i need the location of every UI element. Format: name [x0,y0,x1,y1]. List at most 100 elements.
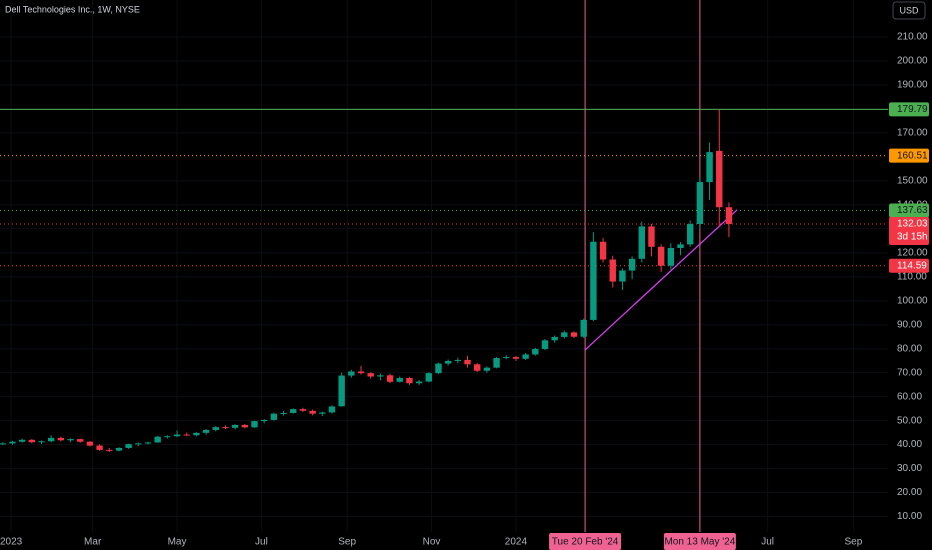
candle-body [77,439,84,442]
candle-body [377,375,384,377]
x-tick-label: 2023 [0,537,23,548]
candle-body [57,437,65,441]
candle-body [706,152,713,183]
candle-body [464,359,471,365]
chart-title: Dell Technologies Inc., 1W, NYSE [5,4,140,14]
candle-body [667,247,675,266]
x-tick-label: Jul [255,537,268,548]
candle-body [38,441,45,443]
price-label-box [889,102,929,117]
candle-body [687,224,694,245]
x-tick-label: Sep [338,537,356,548]
candle-body [86,441,94,446]
y-tick-label: 70.00 [897,367,922,378]
candle-body [222,427,229,429]
y-tick-label: 50.00 [897,415,922,426]
marker-label: Mon 13 May '24 [664,537,735,548]
candle-body [135,443,142,445]
candle-body [551,336,558,341]
candle-body [28,439,36,443]
candle-body [386,375,394,382]
candle-body [570,332,578,337]
trendline [584,209,738,351]
candle-body [425,373,432,382]
y-tick-label: 200.00 [897,56,928,67]
candle-body [241,424,249,428]
y-tick-label: 110.00 [897,271,927,282]
candle-body [193,432,200,436]
candle-body [406,377,413,384]
candle-body [619,270,626,282]
candle-body [532,348,539,355]
candle-body [154,436,161,443]
candle-body [677,244,684,248]
candle-body [396,377,403,382]
candle-body [483,367,491,371]
candle-body [47,437,55,442]
y-tick-label: 40.00 [897,439,922,450]
price-label: 179.79 [897,104,928,115]
candle-body [696,182,704,225]
candle-body [725,207,733,224]
price-label: 160.51 [897,150,928,161]
marker-label-box [549,533,622,550]
candle-body [0,443,6,445]
candle-body [648,226,655,247]
candle-body [473,364,481,371]
y-tick-label: 170.00 [897,128,928,139]
currency-button[interactable] [892,1,926,20]
candle-body [638,226,645,259]
marker-label: Tue 20 Feb '24 [552,537,619,548]
price-label: 114.59 [897,260,927,271]
candle-body [444,360,452,364]
price-label: 137.63 [897,205,928,216]
candle-body [260,419,268,422]
x-tick-label: Sep [845,537,863,548]
candle-body [493,358,500,368]
y-tick-label: 60.00 [897,391,922,402]
candle-body [522,354,529,359]
candle-body [309,410,316,414]
candle-body [348,371,355,376]
candle-body [96,445,103,450]
y-tick-label: 100.00 [897,295,928,306]
candle-body [299,409,307,411]
candle-body [328,406,336,413]
x-tick-label: Jul [761,537,774,548]
price-label-box [889,203,929,218]
candle-body [251,421,258,428]
y-tick-label: 190.00 [897,80,928,91]
candle-body [503,357,510,359]
candle-body [609,259,616,282]
candle-body [280,412,287,414]
y-tick-label: 120.00 [897,247,928,258]
candle-body [580,319,587,337]
candle-body [338,375,345,407]
y-tick-label: 30.00 [897,463,922,474]
candle-body [173,434,181,437]
y-tick-label: 10.00 [897,511,922,522]
candle-body [290,409,297,413]
y-tick-label: 20.00 [897,487,922,498]
y-tick-label: 80.00 [897,343,922,354]
candle-body [202,429,210,433]
candle-body [657,246,665,266]
price-label-box [889,216,929,245]
candle-body [454,359,462,361]
candle-body [212,427,219,430]
candle-body [231,424,239,428]
y-tick-label: 210.00 [897,32,928,43]
currency-label[interactable]: USD [899,5,919,15]
candle-body [590,241,597,320]
candle-body [106,449,113,451]
candle-body [125,444,132,448]
candle-body [716,150,723,208]
price-label: 132.03 [897,219,928,230]
candle-body [512,357,520,359]
price-label-box [889,258,929,273]
candle-body [144,442,152,444]
y-tick-label: 90.00 [897,319,922,330]
